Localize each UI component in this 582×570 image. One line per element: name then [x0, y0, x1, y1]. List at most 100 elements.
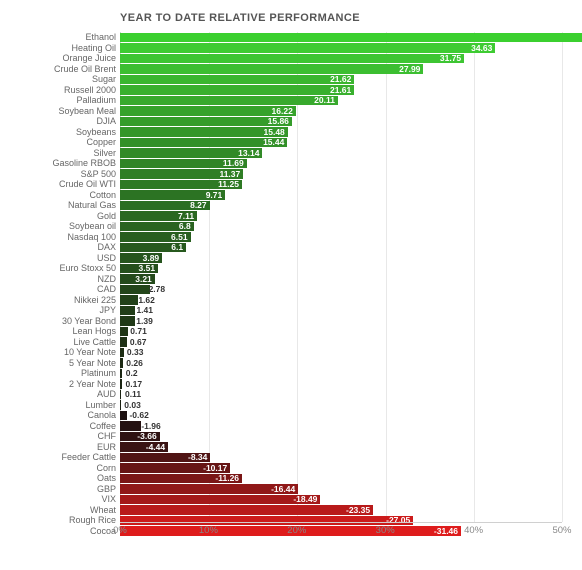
category-label: Sugar — [20, 74, 116, 85]
category-label: Corn — [20, 463, 116, 474]
bar-row: 30 Year Bond 1.39 — [20, 316, 562, 327]
value-label: 9.71 — [120, 190, 225, 201]
bar-row: S&P 50011.37 — [20, 169, 562, 180]
value-label: 11.69 — [120, 158, 247, 169]
category-label: 2 Year Note — [20, 379, 116, 390]
category-label: Platinum — [20, 368, 116, 379]
bar-row: Soybean oil 6.8 — [20, 221, 562, 232]
category-label: AUD — [20, 389, 116, 400]
category-label: EUR — [20, 442, 116, 453]
category-label: Copper — [20, 137, 116, 148]
category-label: Nasdaq 100 — [20, 232, 116, 243]
bar-row: Heating Oil 34.63 — [20, 43, 562, 54]
bar-row: USD 3.89 — [20, 253, 562, 264]
category-label: CAD — [20, 284, 116, 295]
value-label: 20.11 — [120, 95, 338, 106]
category-label: Crude Oil WTI — [20, 179, 116, 190]
bar-row: 5 Year Note0.26 — [20, 358, 562, 369]
x-tick-label: 0% — [113, 525, 127, 536]
category-label: Gold — [20, 211, 116, 222]
x-tick-label: 30% — [376, 525, 395, 536]
performance-chart: YEAR TO DATE RELATIVE PERFORMANCE Ethano… — [0, 0, 582, 570]
bar-row: Oats-11.26 — [20, 473, 562, 484]
category-label: Palladium — [20, 95, 116, 106]
value-label: 1.39 — [133, 316, 156, 327]
bar-row: Silver 13.14 — [20, 148, 562, 159]
category-label: Lumber — [20, 400, 116, 411]
category-label: Ethanol — [20, 32, 116, 43]
bar-row: Feeder Cattle -8.34 — [20, 452, 562, 463]
category-label: CHF — [20, 431, 116, 442]
category-label: JPY — [20, 305, 116, 316]
category-label: 30 Year Bond — [20, 316, 116, 327]
bar-row: Lean Hogs 0.71 — [20, 326, 562, 337]
category-label: DJIA — [20, 116, 116, 127]
bar-row: Soybeans 15.48 — [20, 127, 562, 138]
bar-row: 2 Year Note 0.17 — [20, 379, 562, 390]
value-label: 0.17 — [123, 379, 146, 390]
value-label: 15.44 — [120, 137, 287, 148]
value-label: -11.26 — [120, 473, 242, 484]
value-label: 21.61 — [120, 85, 354, 96]
value-label: 1.62 — [135, 295, 158, 306]
category-label: GBP — [20, 484, 116, 495]
category-label: Live Cattle — [20, 337, 116, 348]
value-label: 3.89 — [120, 253, 162, 264]
category-label: Canola — [20, 410, 116, 421]
bar-row: Natural Gas 8.27 — [20, 200, 562, 211]
category-label: Natural Gas — [20, 200, 116, 211]
value-label: 6.8 — [120, 221, 194, 232]
category-label: Feeder Cattle — [20, 452, 116, 463]
value-label: 3.51 — [120, 263, 158, 274]
bar-row: Sugar21.62 — [20, 74, 562, 85]
x-axis: 0%10%20%30%40%50% — [120, 522, 562, 540]
x-tick-label: 10% — [199, 525, 218, 536]
value-label: 31.75 — [120, 53, 464, 64]
value-label: 0.33 — [124, 347, 147, 358]
x-tick-label: 50% — [552, 525, 571, 536]
bar-row: CAD 2.78 — [20, 284, 562, 295]
category-label: Silver — [20, 148, 116, 159]
value-label: -8.34 — [120, 452, 210, 463]
bar-row: Cotton9.71 — [20, 190, 562, 201]
category-label: Soybeans — [20, 127, 116, 138]
category-label: Soybean Meal — [20, 106, 116, 117]
bar-row: EUR -4.44 — [20, 442, 562, 453]
category-label: Coffee — [20, 421, 116, 432]
x-tick-label: 40% — [464, 525, 483, 536]
value-label: 2.78 — [146, 284, 169, 295]
bar-row: Orange Juice31.75 — [20, 53, 562, 64]
bar-row: Russell 200021.61 — [20, 85, 562, 96]
value-label: 11.37 — [120, 169, 243, 180]
category-label: Lean Hogs — [20, 326, 116, 337]
value-label: 46.8 — [120, 32, 582, 43]
value-label: 34.63 — [120, 43, 495, 54]
value-label: -18.49 — [120, 494, 320, 505]
bar-row: Coffee-1.96 — [20, 421, 562, 432]
chart-title: YEAR TO DATE RELATIVE PERFORMANCE — [120, 12, 562, 24]
value-label: 15.48 — [120, 127, 288, 138]
category-label: 5 Year Note — [20, 358, 116, 369]
value-label: 16.22 — [120, 106, 296, 117]
bar-row: DJIA 15.86 — [20, 116, 562, 127]
value-label: 15.86 — [120, 116, 292, 127]
bar-row: Nikkei 2251.62 — [20, 295, 562, 306]
value-label: -23.35 — [120, 505, 373, 516]
bar-row: CHF-3.66 — [20, 431, 562, 442]
category-label: Cocoa — [20, 526, 116, 537]
value-label: 13.14 — [120, 148, 262, 159]
value-label: -4.44 — [120, 442, 168, 453]
category-label: Soybean oil — [20, 221, 116, 232]
category-label: Heating Oil — [20, 43, 116, 54]
bar-row: Euro Stoxx 503.51 — [20, 263, 562, 274]
value-label: 0.71 — [127, 326, 150, 337]
category-label: 10 Year Note — [20, 347, 116, 358]
bar-row: Platinum 0.2 — [20, 368, 562, 379]
value-label: 0.2 — [123, 368, 141, 379]
category-label: USD — [20, 253, 116, 264]
value-label: 0.11 — [122, 389, 144, 400]
bar-row: Soybean Meal 16.22 — [20, 106, 562, 117]
bar-row: DAX6.1 — [20, 242, 562, 253]
value-label: 8.27 — [120, 200, 210, 211]
bar-row: VIX-18.49 — [20, 494, 562, 505]
